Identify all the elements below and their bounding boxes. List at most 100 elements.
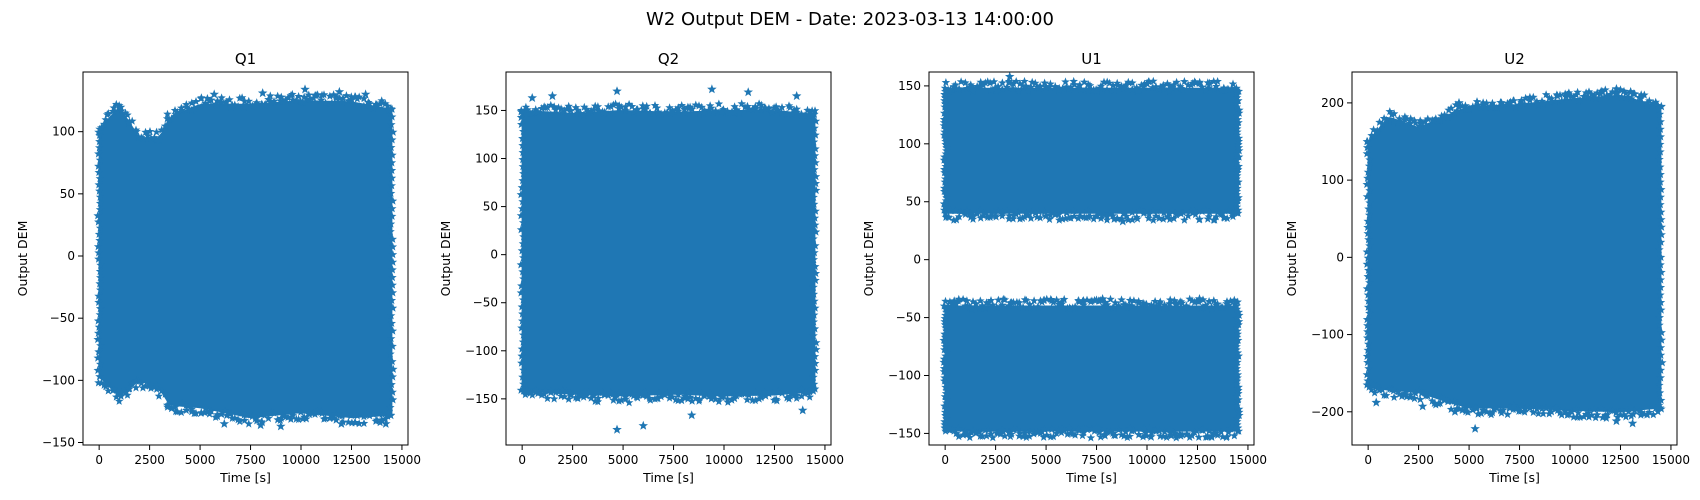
x-axis-label: Time [s] <box>1065 470 1117 485</box>
subplot-title: Q1 <box>235 50 256 68</box>
y-axis-label: Output DEM <box>1284 221 1299 297</box>
y-tick-label: −50 <box>50 311 75 325</box>
scatter-point <box>687 410 697 420</box>
y-tick-label: 0 <box>913 253 921 267</box>
x-tick-label: 10000 <box>1128 453 1166 467</box>
subplot-q1: 0 2500 5000 7500 10000 12500 15000 −150 −100 −50 0… <box>15 50 421 485</box>
x-tick-label: 2500 <box>134 453 165 467</box>
scatter-point <box>798 405 808 415</box>
scatter-point <box>1097 294 1108 304</box>
axes-frame <box>82 71 409 446</box>
y-tick-label: 100 <box>1321 173 1344 187</box>
x-tick-label: 2500 <box>1403 453 1434 467</box>
y-tick-label: −150 <box>465 392 498 406</box>
scatter-point <box>255 420 266 430</box>
scatter-point <box>1454 97 1464 107</box>
x-tick-label: 2500 <box>557 453 588 467</box>
scatter-density-region <box>944 305 1239 432</box>
x-tick-label: 0 <box>941 453 949 467</box>
y-tick-label: −200 <box>1311 405 1344 419</box>
scatter-point <box>360 89 371 99</box>
x-tick-label: 10000 <box>1551 453 1589 467</box>
y-tick-label: −50 <box>473 296 498 310</box>
y-tick-label: 150 <box>475 103 498 117</box>
x-tick-label: 10000 <box>705 453 743 467</box>
scatter-density-region <box>521 109 816 397</box>
subplot-title: U1 <box>1081 50 1102 68</box>
x-tick-label: 7500 <box>658 453 689 467</box>
y-tick-label: −100 <box>42 373 75 387</box>
x-tick-label: 0 <box>518 453 526 467</box>
x-tick-label: 5000 <box>608 453 639 467</box>
subplot-u2: 0 2500 5000 7500 10000 12500 15000 −200 −100 0 100… <box>1284 50 1690 485</box>
scatter-density-region <box>1367 94 1662 413</box>
y-axis-label: Output DEM <box>15 221 30 297</box>
y-tick-label: −100 <box>1311 328 1344 342</box>
scatter-point <box>1595 88 1605 98</box>
scatter-point <box>1470 423 1480 433</box>
x-tick-label: 12500 <box>755 453 793 467</box>
x-tick-label: 5000 <box>185 453 216 467</box>
scatter-point <box>612 424 622 434</box>
scatter-series <box>1362 84 1667 433</box>
subplot-u1: 0 2500 5000 7500 10000 12500 15000 −150 −100 −50 0… <box>861 50 1267 485</box>
scatter-point <box>707 84 717 94</box>
x-axis-label: Time [s] <box>642 470 694 485</box>
scatter-point <box>209 89 219 99</box>
y-tick-label: 0 <box>1336 250 1344 264</box>
scatter-point <box>1611 416 1622 426</box>
y-tick-label: 0 <box>490 248 498 262</box>
y-tick-label: −100 <box>465 344 498 358</box>
scatter-density-region <box>98 100 393 419</box>
axes-frame <box>1351 71 1678 446</box>
x-tick-label: 0 <box>1364 453 1372 467</box>
scatter-edge-points <box>93 89 398 428</box>
scatter-point <box>1371 397 1381 407</box>
y-axis-label: Output DEM <box>861 221 876 297</box>
scatter-point <box>276 421 286 431</box>
subplot-title: U2 <box>1504 50 1525 68</box>
y-tick-label: −150 <box>888 426 921 440</box>
scatter-point <box>1142 78 1152 88</box>
scatter-point <box>381 418 391 428</box>
x-tick-label: 12500 <box>1178 453 1216 467</box>
y-tick-label: 50 <box>483 200 498 214</box>
y-tick-label: 100 <box>898 137 921 151</box>
x-tick-label: 5000 <box>1031 453 1062 467</box>
scatter-density-region <box>944 87 1239 214</box>
scatter-point <box>791 91 802 101</box>
scatter-point <box>1118 216 1128 226</box>
x-tick-label: 12500 <box>332 453 370 467</box>
scatter-point <box>1005 72 1015 81</box>
axes-frame <box>505 71 832 446</box>
x-axis-label: Time [s] <box>219 470 271 485</box>
scatter-point <box>1627 418 1638 428</box>
y-tick-label: 150 <box>898 79 921 93</box>
y-tick-label: −50 <box>896 311 921 325</box>
scatter-point <box>638 420 648 430</box>
x-tick-label: 15000 <box>1652 453 1690 467</box>
x-tick-label: 7500 <box>1504 453 1535 467</box>
scatter-point <box>1194 294 1205 304</box>
scatter-edge-points <box>939 76 1244 224</box>
scatter-point <box>527 93 537 102</box>
x-tick-label: 10000 <box>282 453 320 467</box>
scatter-series <box>93 84 398 431</box>
y-tick-label: 100 <box>475 152 498 166</box>
x-axis-label: Time [s] <box>1488 470 1540 485</box>
scatter-point <box>612 86 622 96</box>
scatter-point <box>336 418 347 428</box>
y-tick-label: 200 <box>1321 96 1344 110</box>
scatter-edge-points <box>1362 85 1667 422</box>
subplot-q2: 0 2500 5000 7500 10000 12500 15000 −150 −100 −50 0… <box>438 50 844 485</box>
scatter-point <box>743 87 753 97</box>
x-tick-label: 7500 <box>1081 453 1112 467</box>
y-tick-label: 50 <box>60 187 75 201</box>
scatter-point <box>1146 431 1156 441</box>
scatter-point <box>1611 84 1622 93</box>
subplot-title: Q2 <box>658 50 679 68</box>
scatter-point <box>300 84 310 94</box>
y-tick-label: 50 <box>906 195 921 209</box>
